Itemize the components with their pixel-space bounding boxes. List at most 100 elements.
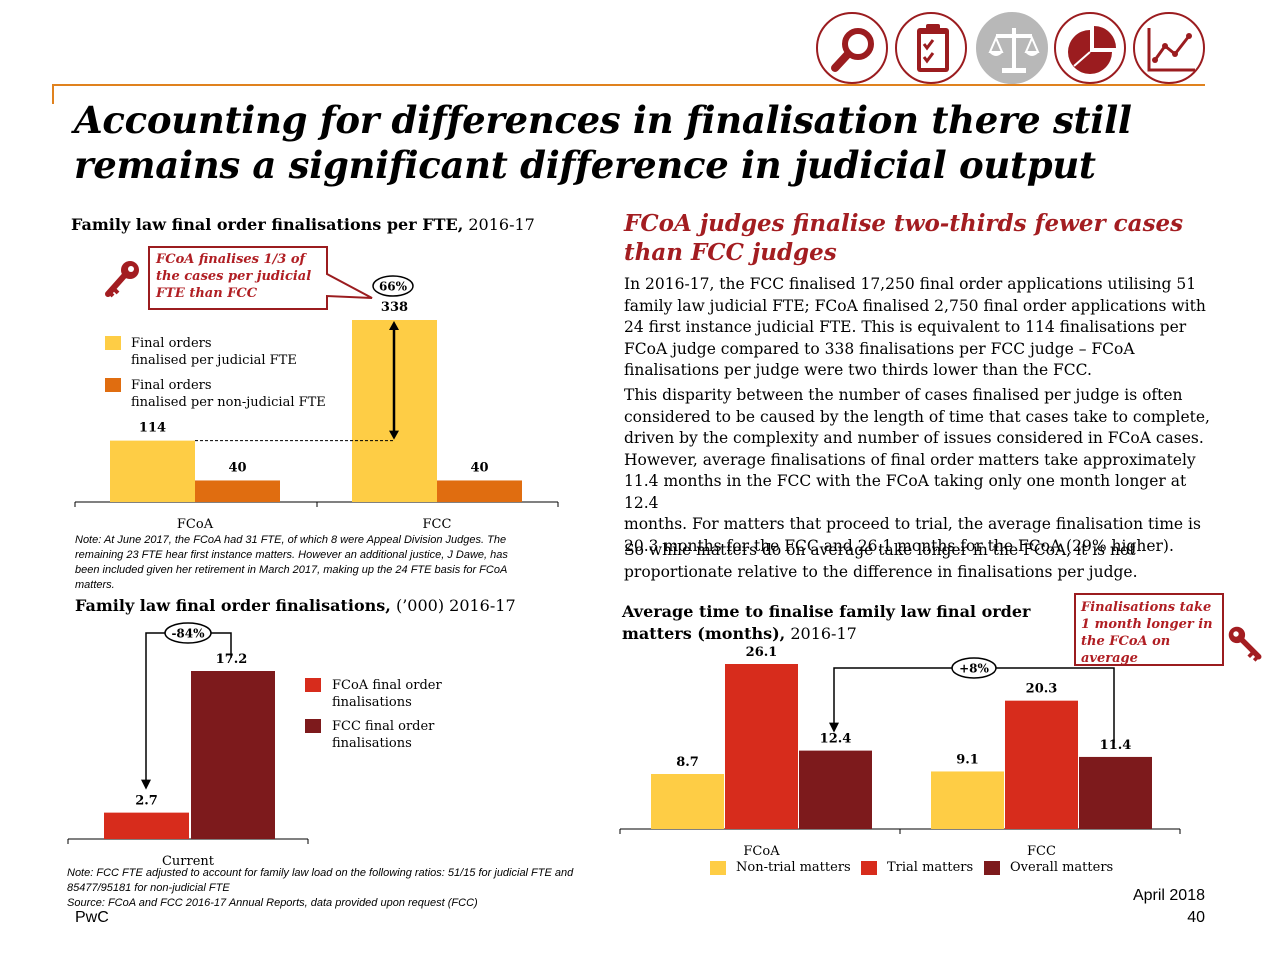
chart3-value-label: 20.3 xyxy=(1026,682,1058,697)
legend-label-fcc: FCC final order finalisations xyxy=(332,718,434,752)
scales-icon[interactable] xyxy=(976,12,1048,84)
chart3-title-bold: matters (months), xyxy=(622,624,786,643)
note-line: been included given her retirement in Ma… xyxy=(75,564,508,576)
legend-label-trial: Trial matters xyxy=(887,859,973,876)
chart1-callout: FCoA finalises 1/3 of the cases per judi… xyxy=(156,251,326,302)
chart2-arrow-head xyxy=(141,779,151,790)
chart3-callout-line: Finalisations take xyxy=(1081,600,1212,615)
legend-swatch-judicial xyxy=(105,336,121,350)
paragraph-line: considered to be caused by the length of… xyxy=(624,407,1210,426)
chart3-title-period: 2016-17 xyxy=(785,624,857,643)
line-chart-icon[interactable] xyxy=(1133,12,1205,84)
chart1-callout-line: the cases per judicial xyxy=(156,269,312,284)
key-icon xyxy=(105,261,139,298)
chart3-title: Average time to finalise family law fina… xyxy=(622,601,1030,645)
paragraph-1: In 2016-17, the FCC finalised 17,250 fin… xyxy=(624,274,1224,382)
legend-label-overall: Overall matters xyxy=(1010,859,1113,876)
chart2-title: Family law final order finalisations, (’… xyxy=(75,596,516,615)
right-heading-line: than FCC judges xyxy=(624,239,837,266)
footer-note-line: 85477/95181 for non-judicial FTE xyxy=(67,882,230,894)
header-rule-tick xyxy=(52,84,54,104)
chart3-value-label: 8.7 xyxy=(676,755,699,770)
brand-name: PwC xyxy=(75,909,109,926)
chart1-title-bold: Family law final order finalisations per… xyxy=(71,215,464,234)
chart3-category-label: FCC xyxy=(1027,844,1056,859)
chart1-value-label: 40 xyxy=(228,460,246,475)
legend-swatch-non-trial xyxy=(710,861,726,875)
page-title: Accounting for differences in finalisati… xyxy=(74,98,1194,188)
chart2-title-period: (’000) 2016-17 xyxy=(390,596,516,615)
chart2-value-label: 2.7 xyxy=(135,794,158,809)
chart2-bar-fcoa xyxy=(104,812,189,839)
chart1-percent-badge-outline xyxy=(372,275,414,297)
key-icon xyxy=(1228,626,1262,662)
paragraph-line: finalisations per judge were two thirds … xyxy=(624,361,1092,379)
legend-text: Final orders xyxy=(131,336,212,351)
chart3-arrow-head xyxy=(829,722,839,733)
paragraph-line: This disparity between the number of cas… xyxy=(624,386,1183,404)
legend-text: Non-trial matters xyxy=(736,860,851,875)
chart3-bar xyxy=(1079,756,1152,829)
paragraph-line: FCoA judge compared to 338 finalisations… xyxy=(624,339,1135,358)
chart1-callout-line: FTE than FCC xyxy=(156,286,258,301)
footer-note-line: Note: FCC FTE adjusted to account for fa… xyxy=(67,867,574,879)
chart1-callout-line: FCoA finalises 1/3 of xyxy=(156,252,306,267)
legend-label-non-trial: Non-trial matters xyxy=(736,859,851,876)
legend-swatch-fcoa xyxy=(305,678,321,692)
legend-text: Overall matters xyxy=(1010,860,1114,875)
chart2-bar-fcc xyxy=(191,671,275,839)
chart3-bar xyxy=(725,664,798,829)
legend-text: finalisations xyxy=(332,695,412,710)
chart1-percent-badge: 66% xyxy=(379,280,408,294)
note-line: remaining 23 FTE hear first instance mat… xyxy=(75,549,508,561)
chart3-percent-badge-outline xyxy=(951,657,997,679)
chart2-value-label: 17.2 xyxy=(216,652,248,667)
legend-swatch-overall xyxy=(984,861,1000,875)
chart1-value-label: 114 xyxy=(139,421,166,436)
chart1-category-label: FCoA xyxy=(177,517,214,532)
paragraph-line: However, average finalisations of final … xyxy=(624,450,1196,469)
page-title-line-1: Accounting for differences in finalisati… xyxy=(74,98,1132,142)
chart1-arrow-head xyxy=(389,321,399,330)
chart3-callout-line: the FCoA on xyxy=(1081,634,1171,649)
clipboard-icon[interactable] xyxy=(895,12,967,84)
chart3-title-line: Average time to finalise family law fina… xyxy=(622,602,1031,621)
chart3-bar xyxy=(651,774,724,829)
chart1-bar-non-judicial xyxy=(437,480,522,502)
paragraph-line: So while matters do on average take long… xyxy=(624,541,1136,559)
paragraph-line: 11.4 months in the FCC with the FCoA tak… xyxy=(624,472,1187,512)
chart2-category-label: Current xyxy=(162,854,215,869)
chart1-value-label: 338 xyxy=(381,300,408,315)
note-line: matters. xyxy=(75,579,115,591)
chart3-bar xyxy=(1005,700,1078,829)
legend-label-fcoa: FCoA final order finalisations xyxy=(332,677,442,711)
legend-text: Trial matters xyxy=(887,860,974,875)
legend-swatch-fcc xyxy=(305,719,321,733)
chart3-value-label: 9.1 xyxy=(956,752,979,767)
chart3-value-label: 12.4 xyxy=(820,732,852,747)
pie-chart-icon[interactable] xyxy=(1054,12,1126,84)
paragraph-line: driven by the complexity and number of i… xyxy=(624,429,1204,447)
chart2-title-bold: Family law final order finalisations, xyxy=(75,596,391,615)
paragraph-3: So while matters do on average take long… xyxy=(624,540,1224,583)
chart3-callout: Finalisations take 1 month longer in the… xyxy=(1074,593,1224,666)
chart3-value-label: 26.1 xyxy=(746,645,778,660)
legend-text: FCC final order xyxy=(332,719,435,734)
chart1-arrow-head xyxy=(389,430,399,440)
legend-text: Final orders xyxy=(131,378,212,393)
paragraph-line: months. For matters that proceed to tria… xyxy=(624,515,1201,533)
chart2-percent-badge: -84% xyxy=(171,627,205,641)
paragraph-line: family law judicial FTE; FCoA finalised … xyxy=(624,296,1206,315)
chart3-value-label: 11.4 xyxy=(1100,738,1132,753)
chart3-bar xyxy=(799,750,872,829)
paragraph-line: 24 first instance judicial FTE. This is … xyxy=(624,318,1187,336)
chart3-callout-line: average xyxy=(1081,651,1138,666)
legend-label-non-judicial: Final orders finalised per non-judicial … xyxy=(131,377,326,411)
magnifier-icon[interactable] xyxy=(816,12,888,84)
chart3-percent-badge: +8% xyxy=(959,662,989,676)
page-title-line-2: remains a significant difference in judi… xyxy=(74,143,1096,187)
legend-text: finalised per judicial FTE xyxy=(131,353,297,368)
footer-source: Source: FCoA and FCC 2016-17 Annual Repo… xyxy=(67,897,478,909)
chart1-bar-non-judicial xyxy=(195,480,280,502)
